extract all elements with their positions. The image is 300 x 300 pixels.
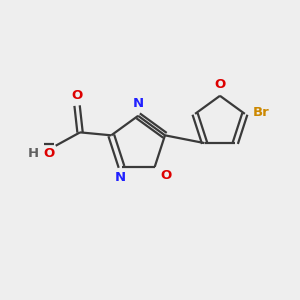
Text: N: N <box>133 98 144 110</box>
Text: O: O <box>43 147 54 160</box>
Text: N: N <box>115 171 126 184</box>
Text: H: H <box>28 147 39 160</box>
Text: O: O <box>214 78 226 91</box>
Text: O: O <box>71 89 83 102</box>
Text: O: O <box>160 169 171 182</box>
Text: Br: Br <box>252 106 269 119</box>
